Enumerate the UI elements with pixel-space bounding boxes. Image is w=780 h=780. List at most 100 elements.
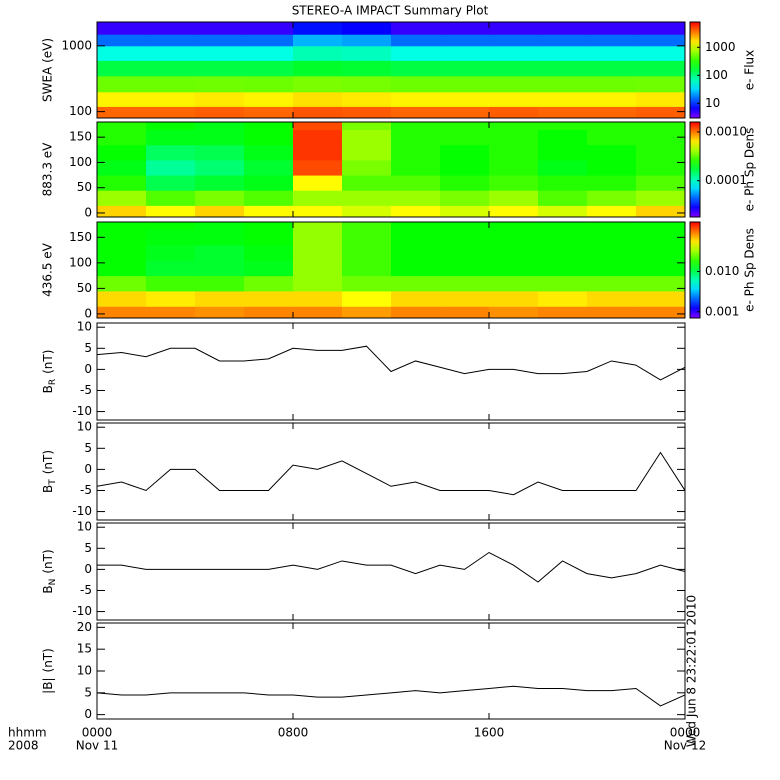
heatmap-cell <box>195 244 245 261</box>
axis-box <box>96 522 686 621</box>
x-date-label: Nov 12 <box>664 739 707 753</box>
heatmap-cell <box>342 129 392 146</box>
heatmap-cell <box>489 175 539 191</box>
heatmap-cell <box>342 244 392 261</box>
heatmap-cell <box>440 129 490 146</box>
y-axis-label: BN (nT) <box>41 549 58 593</box>
heatmap-cell <box>293 75 343 93</box>
heatmap-cell <box>195 175 245 191</box>
heatmap-cell <box>244 244 294 261</box>
heatmap-cell <box>195 91 245 107</box>
y-tick-label: 100 <box>69 155 92 169</box>
heatmap-cell <box>195 190 245 206</box>
heatmap-cell <box>636 306 685 318</box>
heatmap-cell <box>636 175 685 191</box>
timestamp: Wed Jun 8 23:22:01 2010 <box>685 595 699 747</box>
heatmap-cell <box>342 45 392 61</box>
heatmap-cell <box>97 60 147 77</box>
heatmap-cell <box>538 45 588 61</box>
heatmap-cell <box>391 229 441 246</box>
heatmap-cell <box>293 244 343 261</box>
heatmap-cell <box>587 275 637 292</box>
data-line <box>97 451 685 496</box>
y-label-unit: (nT) <box>41 648 55 672</box>
heatmap-cell <box>146 222 196 231</box>
heatmap-cell <box>440 144 490 161</box>
heatmap-cell <box>195 205 245 217</box>
heatmap-cell <box>440 290 490 307</box>
colorbar-label: e- Ph Sp Dens <box>743 128 757 212</box>
y-label-sub: T <box>48 479 58 486</box>
heatmap-cell <box>342 290 392 307</box>
heatmap-cell <box>391 22 441 35</box>
heatmap-cell <box>440 45 490 61</box>
heatmap-cell <box>293 144 343 161</box>
x-tick-label: 0000 <box>82 726 113 740</box>
heatmap-cell <box>391 175 441 191</box>
heatmap-cell <box>636 34 685 47</box>
heatmap-cell <box>391 75 441 93</box>
heatmap-cell <box>440 122 490 131</box>
colorbar-tick-label: 0.0001 <box>705 173 747 187</box>
heatmap-cell <box>587 159 637 176</box>
heatmap-cell <box>587 222 637 231</box>
heatmap-cell <box>342 205 392 217</box>
heatmap-cell <box>146 229 196 246</box>
y-tick-label: 100 <box>69 104 92 118</box>
plot-area <box>97 451 685 496</box>
heatmap-cell <box>538 122 588 131</box>
heatmap-cell <box>489 205 539 217</box>
heatmap-cell <box>97 34 147 47</box>
heatmap-cell <box>195 60 245 77</box>
axis-box <box>96 121 686 218</box>
colorbar-tick-label: 10 <box>705 96 720 110</box>
heatmap-cell <box>587 306 637 318</box>
heatmap-cell <box>342 34 392 47</box>
heatmap-cell <box>195 306 245 318</box>
plot-area <box>97 551 685 583</box>
heatmap-cell <box>440 75 490 93</box>
heatmap-cell <box>440 205 490 217</box>
heatmap-cell <box>489 75 539 93</box>
y-tick-label: 10 <box>77 420 92 434</box>
heatmap-cell <box>440 60 490 77</box>
y-axis-label: BT (nT) <box>41 450 58 493</box>
heatmap-cell <box>97 290 147 307</box>
y-label-unit: (nT) <box>41 450 55 474</box>
heatmap-cell <box>146 190 196 206</box>
heatmap-cell <box>538 34 588 47</box>
heatmap-cell <box>538 106 588 118</box>
heatmap-cell <box>244 45 294 61</box>
heatmap-cell <box>538 290 588 307</box>
heatmap-cell <box>97 260 147 277</box>
heatmap-cell <box>489 306 539 318</box>
heatmap-cell <box>244 175 294 191</box>
heatmap-cell <box>342 60 392 77</box>
heatmap-cell <box>97 229 147 246</box>
axis-box <box>96 221 686 319</box>
heatmap-cell <box>195 222 245 231</box>
heatmap-cell <box>391 290 441 307</box>
y-tick-label: 50 <box>77 281 92 295</box>
colorbar-label: e- Ph Sp Dens <box>743 228 757 312</box>
heatmap-cell <box>587 60 637 77</box>
y-tick-label: -5 <box>80 383 92 397</box>
heatmap-cell <box>391 60 441 77</box>
heatmap-cell <box>195 75 245 93</box>
heatmap-cell <box>538 244 588 261</box>
heatmap-cell <box>244 229 294 246</box>
heatmap-cell <box>146 275 196 292</box>
heatmap-cell <box>587 75 637 93</box>
heatmap-cell <box>636 129 685 146</box>
heatmap-cell <box>195 106 245 118</box>
y-label-unit: (nT) <box>41 549 55 573</box>
heatmap-cell <box>391 34 441 47</box>
heatmap-cell <box>538 260 588 277</box>
heatmap-cell <box>636 244 685 261</box>
y-label-sub: R <box>48 379 58 385</box>
heatmap-cell <box>244 260 294 277</box>
heatmap-cell <box>293 129 343 146</box>
y-tick-label: 0 <box>84 205 92 219</box>
heatmap-cell <box>538 60 588 77</box>
y-tick-label: 1000 <box>61 38 92 52</box>
